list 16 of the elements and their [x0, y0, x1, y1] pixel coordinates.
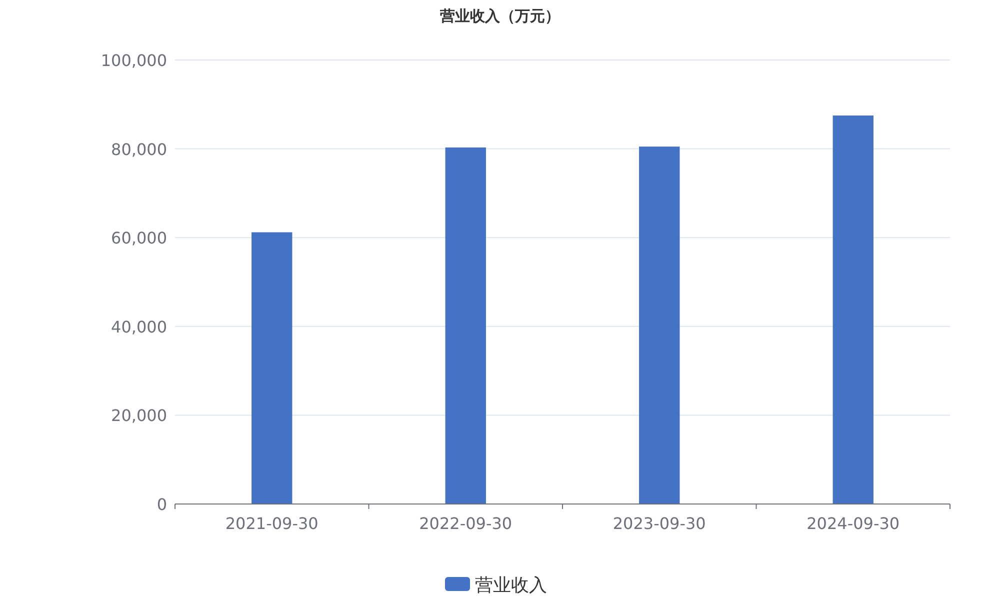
y-tick-label: 40,000 — [111, 317, 167, 336]
x-tick-label: 2024-09-30 — [806, 514, 900, 533]
y-tick-label: 80,000 — [111, 140, 167, 159]
bar — [832, 116, 874, 504]
bar — [252, 232, 292, 504]
y-tick-label: 100,000 — [100, 51, 167, 70]
legend-label: 营业收入 — [475, 575, 547, 596]
x-tick-label: 2021-09-30 — [225, 514, 318, 533]
chart-title: 营业收入（万元） — [439, 7, 560, 25]
y-tick-label: 0 — [156, 495, 167, 514]
bar — [445, 147, 486, 504]
x-tick-label: 2022-09-30 — [419, 514, 512, 533]
y-tick-label: 60,000 — [111, 228, 167, 248]
x-tick-label: 2023-09-30 — [612, 514, 706, 533]
bar — [639, 146, 680, 504]
y-tick-label: 20,000 — [111, 406, 167, 426]
